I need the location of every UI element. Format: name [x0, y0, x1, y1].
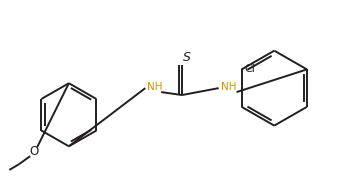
Text: NH: NH: [221, 82, 236, 92]
Text: NH: NH: [147, 82, 163, 92]
Text: Cl: Cl: [245, 64, 256, 74]
Text: S: S: [183, 51, 191, 65]
Text: O: O: [30, 145, 39, 158]
